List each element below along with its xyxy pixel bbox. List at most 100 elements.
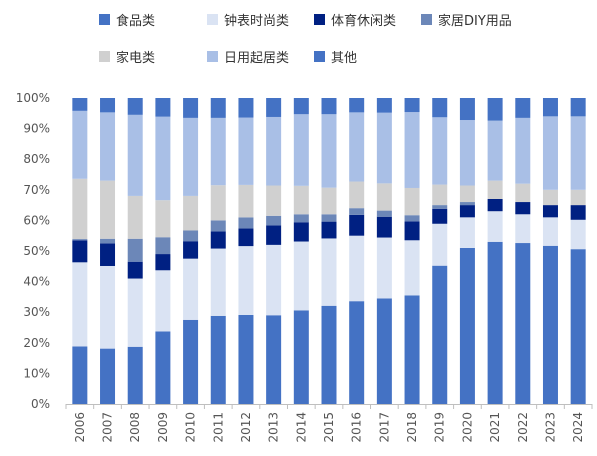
bar-segment: [293, 241, 309, 311]
bar-segment: [376, 112, 392, 184]
y-tick-label: 0%: [31, 397, 50, 411]
bar-segment: [321, 305, 337, 404]
bar-segment: [432, 265, 448, 404]
bar-segment: [183, 241, 199, 259]
bar-segment: [293, 310, 309, 404]
bar-segment: [542, 189, 558, 206]
x-tick-label: 2015: [322, 412, 336, 443]
legend-item: 日用起居类: [207, 47, 289, 66]
legend-item: 钟表时尚类: [207, 10, 289, 29]
bar-segment: [487, 241, 503, 404]
bar-segment: [266, 215, 282, 226]
bar-segment: [155, 237, 171, 255]
bar-segment: [459, 185, 475, 203]
bar-segment: [349, 301, 365, 404]
bar-segment: [293, 98, 309, 115]
bar-segment: [100, 348, 116, 404]
legend-label: 食品类: [116, 14, 156, 29]
bar-segment: [542, 205, 558, 218]
bar-segment: [127, 195, 143, 239]
bar-segment: [155, 98, 171, 117]
x-tick-label: 2017: [377, 412, 391, 443]
bar-segment: [266, 185, 282, 216]
bar-segment: [515, 202, 531, 215]
bar-segment: [404, 215, 420, 222]
bar-segment: [183, 98, 199, 118]
bar-segment: [487, 98, 503, 121]
bar-segment: [349, 112, 365, 182]
bar-segment: [155, 254, 171, 271]
bar-segment: [155, 331, 171, 404]
bar-segment: [487, 198, 503, 212]
bar-segment: [266, 315, 282, 404]
legend-label: 其他: [331, 51, 358, 66]
bar-segment: [515, 243, 531, 404]
y-tick-label: 60%: [23, 213, 50, 227]
bar-segment: [570, 219, 586, 250]
bar-segment: [542, 116, 558, 190]
bar-segment: [459, 217, 475, 248]
bar-segment: [100, 112, 116, 181]
bar-segment: [210, 220, 226, 232]
bar-segment: [72, 178, 88, 240]
x-tick-label: 2018: [405, 412, 419, 443]
bar-segment: [349, 235, 365, 302]
bar-segment: [570, 205, 586, 220]
y-tick-label: 20%: [23, 336, 50, 350]
bar-segment: [210, 315, 226, 404]
x-tick-label: 2009: [156, 412, 170, 443]
legend-label: 日用起居类: [224, 51, 290, 66]
bar-segment: [321, 187, 337, 215]
bar-segment: [404, 187, 420, 216]
bar-segment: [72, 239, 88, 241]
bar-segment: [266, 244, 282, 316]
bar-segment: [100, 98, 116, 113]
bar-segment: [72, 262, 88, 347]
bar-segment: [100, 243, 116, 266]
bar-segment: [238, 217, 254, 229]
bar-segment: [570, 189, 586, 206]
bar-segment: [542, 245, 558, 404]
bar-segment: [183, 230, 199, 242]
bar-segment: [293, 114, 309, 186]
bar-segment: [183, 258, 199, 320]
legend-item: 家居DIY用品: [421, 10, 512, 29]
bar-segment: [432, 117, 448, 185]
y-tick-label: 30%: [23, 305, 50, 319]
bar-segment: [127, 238, 143, 262]
bar-segment: [238, 98, 254, 118]
bar-segment: [238, 184, 254, 218]
bar-segment: [404, 112, 420, 188]
bar-segment: [515, 117, 531, 184]
bar-segment: [432, 208, 448, 224]
bar-segment: [238, 314, 254, 404]
x-tick-label: 2016: [350, 412, 364, 443]
bar-segment: [127, 278, 143, 347]
legend-item: 其他: [314, 47, 357, 66]
bar-segment: [321, 221, 337, 239]
bar-segment: [238, 228, 254, 247]
x-tick-label: 2022: [516, 412, 530, 443]
bar-segment: [404, 221, 420, 241]
bar-segment: [459, 247, 475, 404]
bar-segment: [487, 180, 503, 199]
bar-segment: [238, 246, 254, 315]
bar-segment: [293, 185, 309, 215]
x-tick-label: 2014: [294, 412, 308, 443]
bar-segment: [210, 231, 226, 249]
bar-segment: [404, 295, 420, 404]
legend-label: 钟表时尚类: [224, 14, 290, 29]
legend-label: 体育休闲类: [331, 14, 397, 29]
bar-segment: [100, 238, 116, 244]
x-tick-label: 2012: [239, 412, 253, 443]
bar-segment: [432, 223, 448, 266]
bar-segment: [376, 183, 392, 211]
bar-segment: [376, 216, 392, 238]
legend-swatch: [99, 14, 110, 25]
chart-legend: 食品类 钟表时尚类 体育休闲类 家居DIY用品 家电类 日用起居类 其他: [0, 0, 597, 90]
x-tick-label: 2008: [128, 412, 142, 443]
bar-segment: [459, 98, 475, 121]
bar-segment: [515, 214, 531, 244]
legend-label: 家居DIY用品: [438, 14, 512, 29]
